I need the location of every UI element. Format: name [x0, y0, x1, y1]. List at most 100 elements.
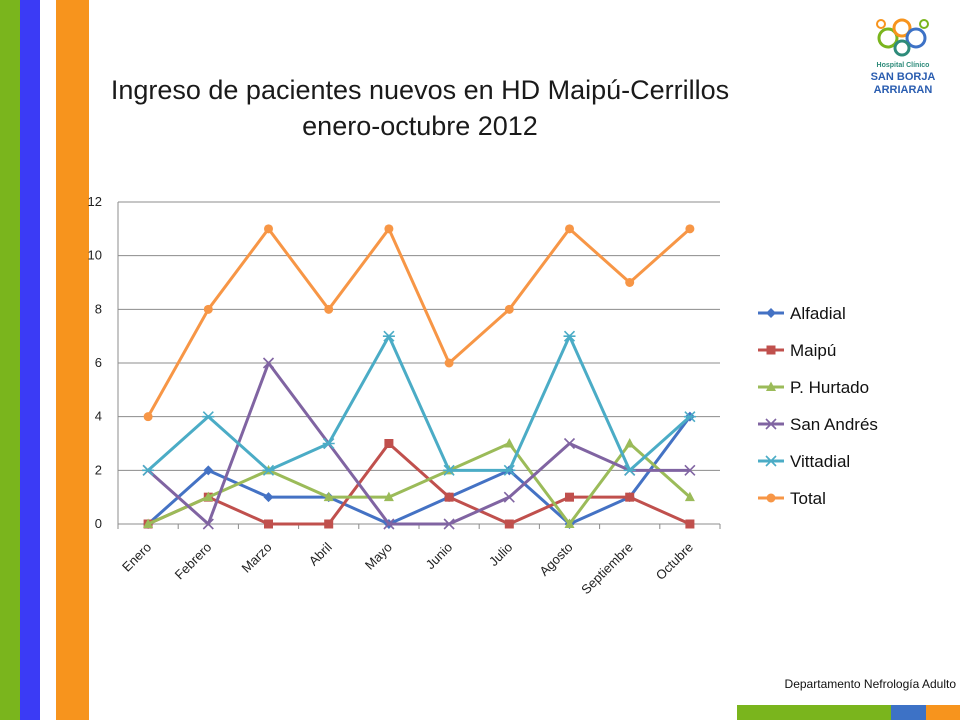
data-point — [563, 330, 576, 342]
data-point — [324, 519, 334, 529]
data-point — [504, 304, 514, 314]
data-point — [684, 491, 695, 502]
data-point — [262, 357, 275, 369]
data-point — [264, 519, 273, 529]
data-point — [685, 519, 695, 529]
data-point — [443, 464, 456, 476]
data-point — [384, 224, 394, 234]
x-tick-label: Febrero — [172, 540, 215, 583]
legend-item: Maipú — [758, 341, 836, 360]
y-tick-label: 8 — [95, 301, 102, 316]
slide-title-line2: enero-octubre 2012 — [302, 111, 538, 141]
data-point — [143, 412, 153, 422]
legend-item: Total — [758, 489, 826, 508]
y-tick-label: 2 — [95, 462, 102, 477]
series-3 — [142, 357, 696, 530]
data-point — [625, 278, 635, 287]
series-line — [146, 227, 691, 418]
data-point — [684, 464, 696, 476]
series-2 — [143, 438, 695, 528]
footer-bar-orange — [926, 705, 960, 720]
x-tick-label: Junio — [423, 540, 456, 573]
legend-label: Total — [790, 489, 826, 508]
logo-text-arriaran: ARRIARAN — [873, 84, 933, 96]
y-tick-label: 0 — [95, 516, 102, 531]
data-point — [203, 465, 214, 476]
series-5 — [143, 224, 695, 422]
hospital-logo-icon — [876, 18, 929, 57]
data-point — [623, 464, 636, 476]
data-point — [203, 304, 213, 314]
data-point — [443, 518, 455, 530]
left-stripe-blue — [20, 0, 40, 720]
x-tick-label: Julio — [486, 540, 516, 570]
data-point — [383, 518, 395, 530]
series-line — [147, 334, 691, 472]
x-tick-label: Marzo — [238, 540, 274, 576]
data-point — [264, 224, 273, 234]
series-line — [147, 442, 691, 526]
data-point — [565, 492, 574, 502]
legend-item: San Andrés — [758, 415, 878, 434]
data-point — [262, 464, 275, 476]
data-point — [383, 491, 394, 502]
data-point — [625, 492, 635, 502]
legend-marker — [765, 455, 777, 467]
series-line — [147, 442, 691, 526]
data-point — [444, 358, 454, 368]
left-stripe-green — [0, 0, 20, 720]
data-point — [563, 437, 576, 450]
legend-marker — [766, 345, 776, 355]
data-point — [444, 492, 454, 502]
data-point — [382, 330, 395, 342]
data-point — [202, 518, 214, 530]
data-point — [683, 411, 696, 423]
logo-text-hospital: Hospital Clínico — [876, 62, 930, 69]
legend-item: P. Hurtado — [758, 378, 869, 397]
legend-label: San Andrés — [790, 415, 878, 434]
data-point — [203, 491, 214, 502]
data-point — [624, 438, 635, 448]
logo-text-san-borja: SAN BORJA — [870, 71, 936, 83]
data-point — [324, 304, 334, 314]
y-tick-label: 10 — [88, 248, 102, 263]
x-tick-label: Abril — [306, 539, 335, 568]
footer-department: Departamento Nefrología Adulto — [784, 677, 956, 691]
data-point — [322, 437, 335, 450]
y-tick-label: 4 — [95, 409, 102, 424]
legend-label: Vittadial — [790, 452, 850, 471]
legend-label: P. Hurtado — [790, 378, 869, 397]
x-tick-label: Agosto — [536, 540, 575, 579]
data-point — [323, 491, 334, 502]
data-point — [565, 224, 574, 234]
footer-bar-blue — [891, 705, 926, 720]
legend-marker — [766, 308, 776, 318]
data-point — [504, 519, 514, 529]
data-point — [202, 411, 215, 423]
legend-marker — [766, 381, 776, 391]
x-tick-label: Octubre — [653, 540, 696, 583]
footer-bar-green — [737, 705, 891, 720]
y-tick-label: 6 — [95, 355, 102, 370]
legend-item: Vittadial — [758, 452, 850, 471]
data-point — [503, 464, 516, 476]
slide-title: Ingreso de pacientes nuevos en HD Maipú-… — [100, 72, 740, 144]
data-point — [685, 224, 695, 234]
legend-item: Alfadial — [758, 304, 846, 323]
x-tick-label: Septiembre — [578, 540, 636, 598]
series-line — [147, 361, 690, 526]
series-4 — [142, 330, 696, 476]
legend-marker — [765, 418, 777, 430]
data-point — [142, 464, 155, 476]
legend-label: Alfadial — [790, 304, 846, 323]
data-point — [384, 439, 394, 448]
y-tick-label: 12 — [88, 194, 102, 209]
data-point — [504, 438, 515, 448]
data-point — [263, 492, 274, 503]
slide-title-line1: Ingreso de pacientes nuevos en HD Maipú-… — [110, 75, 730, 105]
legend-marker — [766, 493, 776, 503]
data-point — [143, 518, 154, 528]
x-tick-label: Enero — [119, 540, 154, 575]
data-point — [503, 491, 515, 503]
